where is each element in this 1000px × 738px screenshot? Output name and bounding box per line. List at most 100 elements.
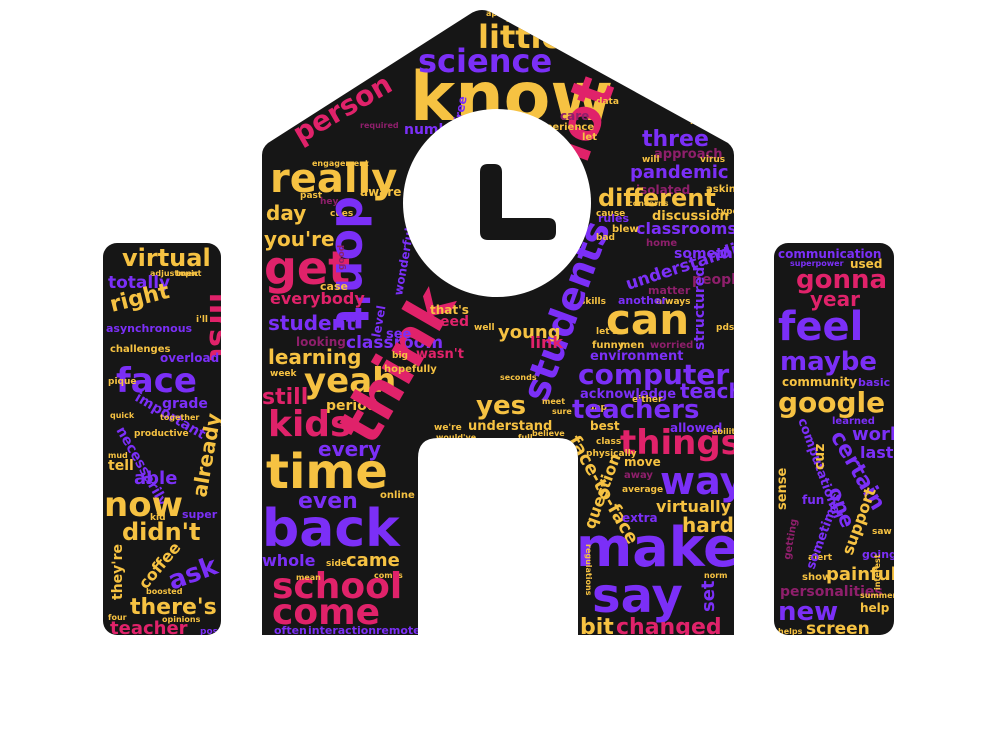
word-learn: learn — [690, 117, 716, 127]
word-totally: totally — [108, 273, 170, 293]
word-either: either — [632, 395, 663, 405]
word-way: way — [660, 459, 745, 503]
word-opinions: opinions — [162, 615, 201, 624]
word-every: every — [318, 437, 381, 461]
word-last: last — [860, 443, 894, 462]
word-helps: helps — [778, 627, 803, 636]
word-classroom: classroom — [346, 333, 443, 353]
word-summer: summer — [860, 591, 897, 600]
word-kids: kids — [268, 404, 351, 445]
word-challenges: challenges — [110, 344, 170, 355]
word-move: move — [624, 455, 661, 469]
word-things: things — [620, 423, 741, 463]
word-online: online — [380, 490, 415, 501]
word-dont: don't — [325, 196, 379, 329]
word-set: set — [698, 580, 719, 612]
word-able: able — [134, 468, 177, 489]
word-kid: kid — [150, 513, 166, 523]
word-seconds: seconds — [500, 373, 537, 382]
word-post: post — [200, 627, 223, 637]
word-wouldve: would've — [436, 433, 477, 442]
word-isolated: isolated — [636, 183, 690, 197]
word-back: back — [262, 499, 401, 559]
word-level: level — [369, 304, 388, 338]
word-day: day — [266, 201, 306, 225]
word-really: really — [270, 156, 397, 202]
word-acknowledge: acknowledge — [580, 387, 676, 402]
word-three: three — [642, 127, 709, 152]
word-tell: tell — [108, 458, 134, 474]
word-major: major — [506, 16, 529, 24]
word-often: often — [274, 624, 307, 637]
word-sense: sense — [775, 467, 790, 510]
word-different: different — [598, 184, 716, 212]
word-class: class — [596, 437, 621, 447]
word-always: always — [656, 297, 691, 307]
word-need: need — [430, 314, 469, 330]
word-computer: computer — [578, 358, 729, 391]
word-skills: skills — [580, 297, 606, 307]
word-lets: let's — [596, 327, 618, 337]
word-productive: productive — [134, 429, 189, 439]
word-alert: alert — [808, 553, 833, 563]
word-topic: topic — [176, 269, 199, 278]
word-understand: understand — [468, 419, 552, 434]
word-virtually: virtually — [656, 497, 732, 516]
word-yeah: yeah — [304, 361, 396, 401]
word-approach: approach — [654, 147, 722, 162]
word-care: care — [560, 109, 589, 123]
word-teacher: teacher — [110, 618, 188, 639]
word-theres: there's — [130, 595, 217, 620]
word-required: required — [360, 121, 399, 130]
word-painful: painful — [826, 564, 897, 585]
word-wasnt: wasn't — [416, 347, 464, 362]
word-changed: changed — [616, 615, 722, 640]
word-pds: pds — [716, 323, 734, 333]
word-funny: funny — [592, 340, 625, 351]
word-side: side — [326, 559, 347, 569]
word-work: work — [852, 424, 903, 445]
word-make: make — [576, 516, 740, 579]
left-pillar — [103, 243, 221, 635]
word-ability: ability — [712, 427, 741, 436]
word-can: can — [606, 295, 689, 344]
word-pique: pique — [108, 377, 136, 387]
word-type: type — [716, 207, 739, 217]
word-something: something — [674, 246, 757, 262]
word-new: new — [778, 597, 838, 627]
word-matter: matter — [648, 284, 691, 297]
word-everybody: everybody — [270, 289, 365, 308]
word-structured: structured — [692, 267, 708, 350]
word-didnt: didn't — [122, 518, 201, 546]
word-away: away — [624, 470, 653, 481]
clock-icon — [480, 164, 556, 240]
word-norm: norm — [704, 571, 727, 580]
word-came: came — [346, 550, 400, 571]
word-bit: bit — [580, 615, 614, 640]
word-week: week — [270, 369, 298, 379]
word-mean: mean — [296, 573, 321, 582]
word-meet: meet — [542, 397, 565, 406]
word-four: four — [108, 613, 127, 622]
right-pillar — [774, 243, 894, 635]
word-gonna: gonna — [796, 265, 887, 295]
word-fun: fun — [802, 493, 824, 507]
word-student: student — [268, 311, 356, 335]
word-together: together — [160, 413, 199, 422]
word-aptitude: aptitude — [486, 9, 525, 18]
word-aware: aware — [360, 185, 401, 199]
word-hey: hey — [320, 197, 339, 207]
left-pillar-words: virtual adjustment totally topic right f… — [104, 244, 223, 639]
word-show: show — [802, 572, 831, 583]
word-home: home — [646, 238, 677, 249]
word-even: even — [298, 489, 358, 514]
word-cuz: cuz — [812, 444, 828, 470]
word-learned: learned — [832, 416, 875, 427]
word-little: little — [478, 18, 563, 56]
word-now: now — [104, 485, 183, 525]
word-overload: overload — [160, 351, 219, 365]
word-rules: rules — [598, 212, 629, 225]
word-best: best — [590, 419, 620, 433]
word-will: will — [642, 155, 660, 165]
